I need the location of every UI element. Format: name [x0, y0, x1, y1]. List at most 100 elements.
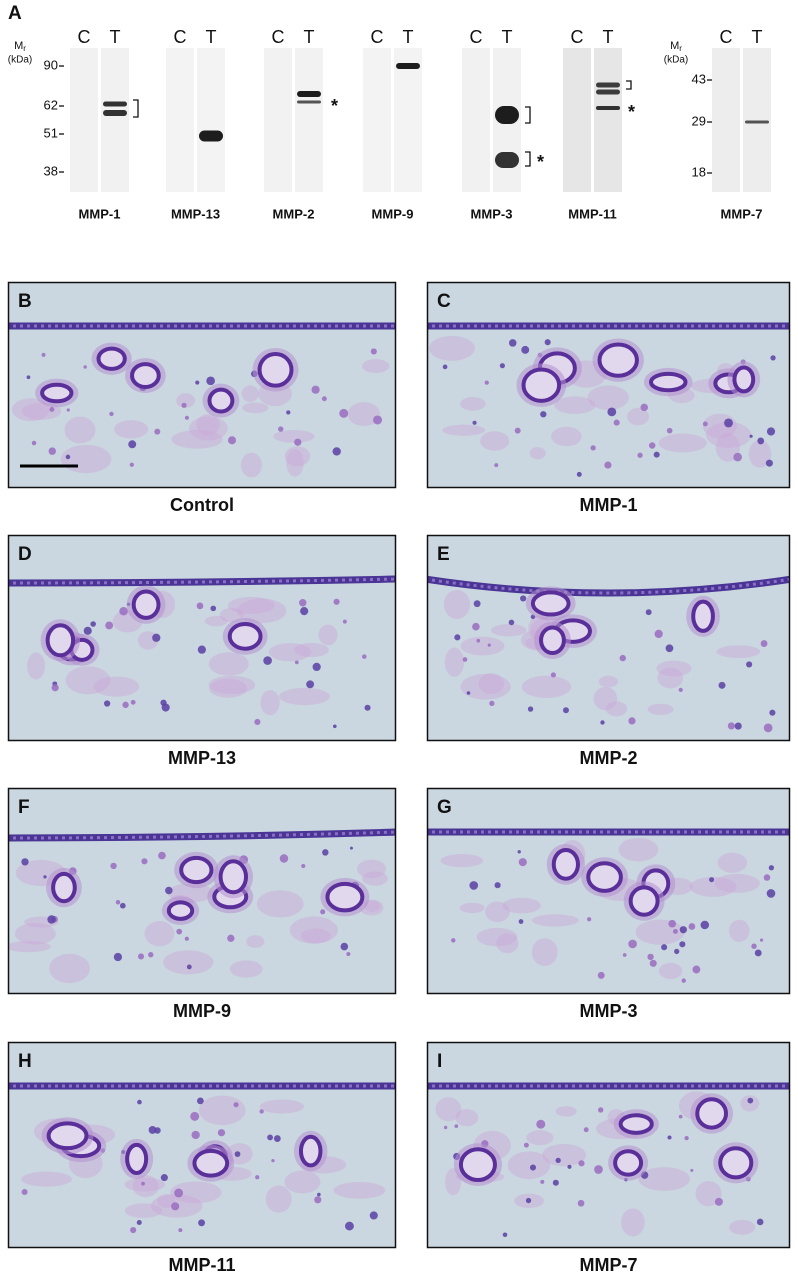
- micrograph-frame: [7, 281, 397, 489]
- gland: [166, 900, 195, 921]
- blot-lane: [166, 48, 194, 192]
- panel-label: E: [437, 544, 450, 565]
- cell: [552, 1179, 559, 1186]
- gland: [539, 625, 566, 656]
- cell: [227, 436, 237, 445]
- cell: [473, 600, 481, 608]
- cell: [661, 944, 668, 951]
- stroma: [284, 1170, 321, 1194]
- cell: [692, 965, 701, 974]
- stroma: [198, 1095, 246, 1126]
- gland: [551, 847, 580, 881]
- cell: [763, 874, 771, 881]
- panel-caption: MMP-1: [580, 495, 638, 515]
- micrograph: [427, 788, 790, 994]
- cell: [136, 1220, 142, 1226]
- cell: [321, 396, 327, 402]
- cell: [529, 1164, 537, 1171]
- stroma: [265, 1185, 292, 1213]
- cell: [160, 699, 167, 706]
- stroma: [748, 440, 772, 468]
- cell: [472, 420, 477, 425]
- marker-label: 90: [44, 57, 58, 72]
- epithelium-cells: [8, 830, 396, 840]
- gland: [125, 1142, 149, 1176]
- cell: [346, 951, 351, 957]
- lane-label: T: [502, 27, 513, 47]
- stroma: [241, 385, 259, 403]
- stroma: [714, 873, 760, 893]
- stroma: [502, 897, 541, 914]
- stroma: [26, 652, 46, 680]
- cell: [757, 437, 765, 445]
- mr-symbol: Mr: [670, 40, 682, 53]
- cell: [191, 1130, 200, 1140]
- cell: [66, 408, 70, 412]
- cell: [520, 595, 527, 602]
- blot-band: [103, 110, 127, 116]
- cell: [540, 411, 547, 418]
- cell: [198, 1219, 206, 1227]
- gland: [45, 623, 76, 658]
- stroma: [526, 1130, 554, 1146]
- marker-label: 43: [692, 71, 706, 86]
- stroma: [521, 675, 572, 698]
- blot-name: MMP-2: [273, 206, 315, 221]
- blot-lane: [394, 48, 422, 192]
- gland: [586, 861, 623, 893]
- cell: [21, 858, 29, 866]
- cell: [119, 607, 128, 616]
- cell: [190, 1111, 200, 1121]
- cell: [314, 1196, 322, 1204]
- panel-caption: MMP-2: [580, 748, 638, 768]
- micrograph-frame: [7, 1041, 397, 1249]
- blot-lane: [594, 48, 622, 192]
- cell: [267, 1134, 273, 1141]
- cell: [184, 936, 189, 941]
- stroma: [729, 919, 750, 943]
- gland: [192, 1148, 230, 1178]
- stroma: [496, 933, 519, 954]
- stroma: [658, 433, 707, 453]
- stroma: [702, 413, 737, 439]
- cell: [600, 720, 605, 725]
- cell: [649, 959, 657, 967]
- micrograph-frame: [7, 534, 397, 742]
- cell: [476, 638, 481, 643]
- stroma: [593, 686, 618, 711]
- micrograph-frame: [426, 787, 791, 995]
- cell: [640, 403, 648, 412]
- micrograph: [427, 535, 790, 741]
- cell: [451, 938, 456, 943]
- blot-lane: [295, 48, 323, 192]
- cell: [83, 365, 87, 369]
- lane-label: T: [752, 27, 763, 47]
- stroma: [114, 420, 149, 439]
- stroma: [435, 1097, 462, 1122]
- epithelium-cells: [8, 577, 396, 585]
- cell: [154, 428, 161, 435]
- cell: [604, 461, 612, 469]
- cell: [628, 717, 636, 725]
- stroma: [460, 636, 505, 656]
- cell: [521, 345, 530, 354]
- cell: [49, 406, 55, 412]
- cell: [765, 459, 773, 467]
- stroma: [293, 642, 329, 658]
- cell: [342, 619, 347, 624]
- blot-lane: [70, 48, 98, 192]
- stroma: [260, 690, 280, 716]
- lane-label: C: [371, 27, 384, 47]
- panel-caption: MMP-9: [173, 1001, 231, 1021]
- cell: [311, 385, 320, 394]
- gland: [695, 1097, 729, 1130]
- cell: [494, 463, 499, 468]
- cell: [760, 640, 768, 648]
- blot-band: [596, 82, 620, 88]
- cell: [517, 850, 521, 854]
- cell: [115, 899, 121, 905]
- cell: [525, 1197, 532, 1204]
- cell: [665, 644, 674, 653]
- cell: [613, 419, 620, 426]
- stroma: [208, 652, 249, 676]
